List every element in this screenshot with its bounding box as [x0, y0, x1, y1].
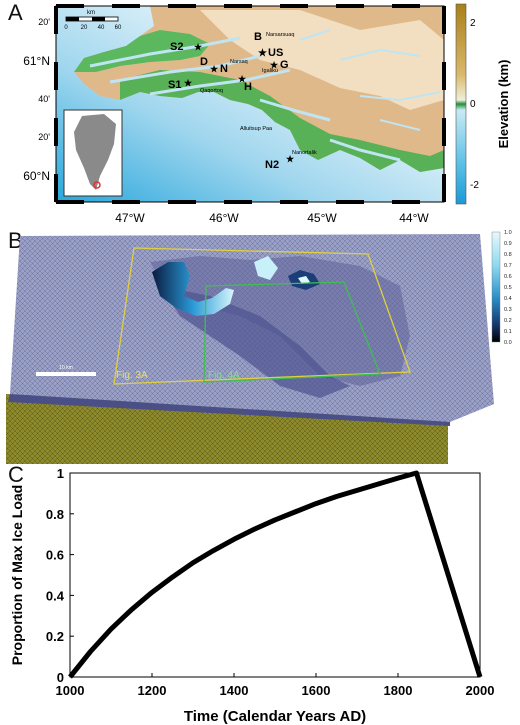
- place-name: Qaqortoq: [200, 88, 223, 94]
- panel-label-c: C: [8, 462, 24, 487]
- site-label: N2: [265, 159, 279, 171]
- site-label: B: [254, 31, 262, 43]
- map-area: [56, 6, 444, 202]
- colorbar-title: Elevation (km): [496, 60, 511, 149]
- model-scalebar-label: 10 km: [59, 365, 73, 371]
- site-label: S1: [168, 79, 181, 91]
- panel-label-a: A: [8, 0, 23, 25]
- model-scalebar: 10 km: [36, 365, 96, 376]
- lon-label: 45°W: [307, 211, 337, 225]
- lon-label: 44°W: [399, 211, 429, 225]
- ice-tick: 0.0: [504, 340, 512, 346]
- load-curve: [68, 470, 483, 679]
- ice-load-region: [152, 262, 234, 316]
- x-tick-label: 1800: [384, 683, 413, 698]
- plot-frame: [69, 472, 481, 678]
- x-tick-label: 1400: [220, 683, 249, 698]
- longitude-labels: 47°W 46°W 45°W 44°W: [115, 211, 429, 225]
- site-marker: ★: [238, 74, 247, 84]
- place-name: Igaliku: [262, 68, 278, 74]
- site-marker: ★: [258, 48, 267, 59]
- ice-tick: 0.3: [504, 307, 512, 313]
- site-marker: ★: [194, 42, 203, 52]
- lon-label: 47°W: [115, 211, 145, 225]
- lat-label: 20': [38, 17, 50, 27]
- box-label: Fig. 4A: [208, 370, 240, 381]
- site-label: US: [268, 47, 283, 59]
- ice-tick: 0.1: [504, 329, 512, 335]
- place-name: Narsaq: [230, 59, 248, 65]
- ice-tick: 1.0: [504, 230, 512, 236]
- place-name: Alluitsup Paa: [240, 126, 273, 132]
- x-tick-label: 1600: [302, 683, 331, 698]
- box-label: Fig. 3A: [116, 370, 148, 381]
- y-tick-label: 0.6: [46, 548, 64, 563]
- site-label: N: [220, 63, 228, 75]
- site-label: D: [200, 56, 208, 68]
- scalebar-tick: 20: [81, 25, 88, 31]
- chart-axes: [69, 472, 481, 678]
- site-label: G: [280, 59, 289, 71]
- x-tick-label: 2000: [466, 683, 495, 698]
- latitude-labels: 20' 61°N 40' 20' 60°N: [23, 17, 50, 183]
- place-name: Nanortalik: [292, 150, 317, 156]
- site-marker: ★: [270, 60, 279, 70]
- ice-tick: 0.2: [504, 318, 512, 324]
- colorbar-tick: 0: [470, 99, 476, 110]
- x-tick-label: 1000: [56, 683, 85, 698]
- ice-load-chart: Proportion of Max Ice Load Time (Calenda…: [9, 466, 495, 725]
- colorbar-tick: 2: [470, 18, 476, 29]
- site-marker: ★: [184, 78, 193, 88]
- elevation-map: km 0 20 40 60 ★ S2 B ★ US D ★ N ★ G S1 ★…: [23, 3, 511, 225]
- ice-tick: 0.6: [504, 274, 512, 280]
- map-scalebar: km 0 20 40 60: [64, 10, 122, 31]
- site-markers: ★ S2 B ★ US D ★ N ★ G S1 ★ ★ H N2 ★: [168, 31, 295, 171]
- ice-tick: 0.7: [504, 263, 512, 269]
- model-mesh-view: Fig. 3A Fig. 4A 10 km 1.0 0.9 0.8 0.7 0.…: [6, 230, 512, 464]
- ice-tick: 0.8: [504, 252, 512, 258]
- panel-label-b: B: [8, 228, 23, 253]
- y-tick-label: 1: [57, 466, 64, 481]
- y-tick-label: 0.4: [46, 588, 65, 603]
- site-marker: ★: [286, 154, 295, 164]
- lat-label: 60°N: [23, 169, 50, 183]
- place-names: Narsarsuaq Narsaq Igaliku Qaqortoq Allui…: [200, 32, 317, 156]
- ice-tick: 0.9: [504, 241, 512, 247]
- scalebar-tick: 60: [115, 25, 122, 31]
- greenland-inset: [63, 109, 123, 197]
- site-marker: ★: [210, 64, 219, 74]
- scalebar-unit: km: [87, 10, 95, 16]
- lon-label: 46°W: [209, 211, 239, 225]
- map-border: [54, 4, 446, 204]
- x-tick-label: 1200: [138, 683, 167, 698]
- fig3a-box: [113, 247, 411, 385]
- colorbar-tick: -2: [470, 180, 479, 191]
- lat-label: 40': [38, 94, 50, 104]
- y-tick-label: 0: [57, 670, 64, 685]
- lat-label: 20': [38, 132, 50, 142]
- site-label: S2: [170, 41, 183, 53]
- site-label: H: [244, 81, 252, 93]
- y-axis-title: Proportion of Max Ice Load: [9, 485, 25, 665]
- ice-tick: 0.4: [504, 296, 512, 302]
- study-area-marker: [93, 181, 101, 189]
- lat-label: 61°N: [23, 54, 50, 68]
- place-name: Narsarsuaq: [266, 32, 294, 38]
- scalebar-tick: 0: [64, 25, 68, 31]
- y-tick-label: 0.2: [46, 629, 64, 644]
- elevation-colorbar: 2 0 -2 Elevation (km): [455, 3, 511, 205]
- x-axis-title: Time (Calendar Years AD): [184, 708, 366, 725]
- scalebar-tick: 40: [98, 25, 105, 31]
- y-tick-label: 0.8: [46, 507, 64, 522]
- ice-colorbar: 1.0 0.9 0.8 0.7 0.6 0.5 0.4 0.3 0.2 0.1 …: [491, 230, 512, 346]
- fig4a-box: [203, 281, 381, 383]
- ice-tick: 0.5: [504, 285, 512, 291]
